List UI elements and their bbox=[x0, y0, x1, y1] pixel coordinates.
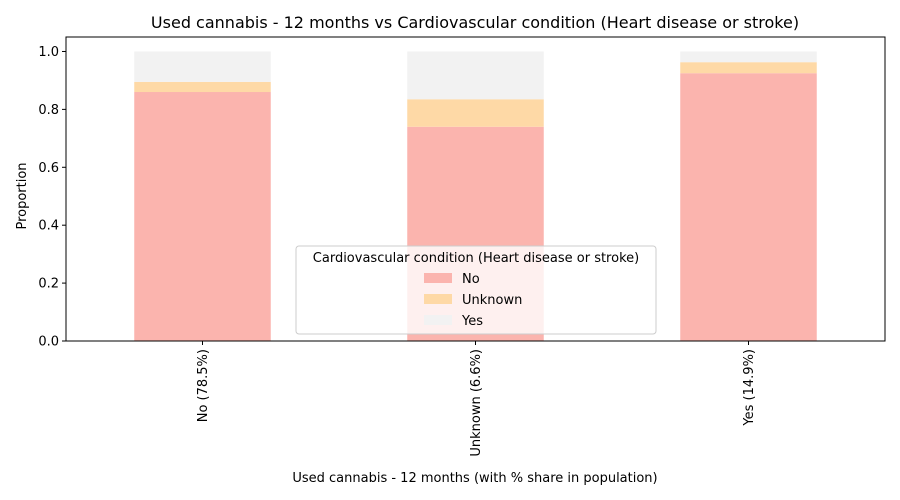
x-tick-label: Unknown (6.6%) bbox=[469, 349, 484, 457]
legend-frame bbox=[295, 245, 657, 335]
legend-title: Cardiovascular condition (Heart disease … bbox=[313, 251, 639, 266]
bar-yes-2 bbox=[680, 51, 817, 63]
legend: Cardiovascular condition (Heart disease … bbox=[295, 245, 657, 335]
legend-label-unknown: Unknown bbox=[462, 293, 522, 308]
bar-yes-1 bbox=[407, 51, 544, 100]
bar-no-0 bbox=[134, 92, 271, 341]
legend-swatch-no bbox=[424, 273, 452, 283]
axes: 0.0 0.2 0.4 0.6 0.8 1.0 No (78.5%) Unknown (6.6… bbox=[38, 36, 886, 457]
y-tick-label: 0.6 bbox=[38, 161, 59, 176]
legend-label-yes: Yes bbox=[461, 314, 483, 329]
y-tick-label: 0.2 bbox=[38, 277, 59, 292]
x-tick-label: No (78.5%) bbox=[196, 349, 211, 422]
y-tick-label: 0.4 bbox=[38, 219, 59, 234]
y-tick-label: 0.0 bbox=[38, 335, 59, 350]
legend-label-no: No bbox=[462, 272, 480, 287]
bar-unknown-1 bbox=[407, 99, 544, 127]
plot-bars bbox=[134, 51, 817, 341]
chart-title: Used cannabis - 12 months vs Cardiovascu… bbox=[151, 13, 799, 32]
x-tick-label: Yes (14.9%) bbox=[742, 349, 757, 427]
bar-yes-0 bbox=[134, 51, 271, 82]
y-axis-label: Proportion bbox=[15, 162, 30, 229]
bar-unknown-0 bbox=[134, 81, 271, 93]
bar-unknown-2 bbox=[680, 62, 817, 74]
legend-items: No Unknown Yes bbox=[424, 272, 522, 329]
x-axis-label: Used cannabis - 12 months (with % share … bbox=[292, 471, 657, 486]
y-tick-label: 0.8 bbox=[38, 103, 59, 118]
y-tick-label: 1.0 bbox=[38, 45, 59, 60]
legend-swatch-unknown bbox=[424, 294, 452, 304]
legend-swatch-yes bbox=[424, 315, 452, 325]
bar-no-2 bbox=[680, 73, 817, 341]
